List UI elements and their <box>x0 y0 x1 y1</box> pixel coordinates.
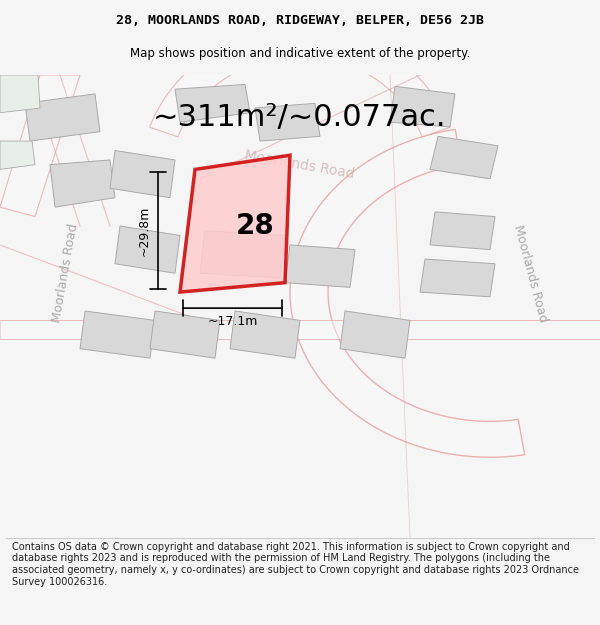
Text: Contains OS data © Crown copyright and database right 2021. This information is : Contains OS data © Crown copyright and d… <box>12 542 579 587</box>
Text: 28: 28 <box>236 212 274 240</box>
Polygon shape <box>0 321 600 339</box>
Polygon shape <box>180 155 290 292</box>
Polygon shape <box>115 226 180 273</box>
Polygon shape <box>25 94 100 141</box>
Polygon shape <box>430 136 498 179</box>
Polygon shape <box>340 311 410 358</box>
Polygon shape <box>0 75 80 217</box>
Text: Map shows position and indicative extent of the property.: Map shows position and indicative extent… <box>130 48 470 61</box>
Polygon shape <box>290 129 525 458</box>
Polygon shape <box>430 212 495 249</box>
Polygon shape <box>175 84 250 122</box>
Text: 28, MOORLANDS ROAD, RIDGEWAY, BELPER, DE56 2JB: 28, MOORLANDS ROAD, RIDGEWAY, BELPER, DE… <box>116 14 484 28</box>
Text: ~29.8m: ~29.8m <box>137 206 151 256</box>
Polygon shape <box>149 28 451 137</box>
Polygon shape <box>230 311 300 358</box>
Polygon shape <box>50 160 115 207</box>
Text: Moorlands Road: Moorlands Road <box>50 222 80 324</box>
Polygon shape <box>0 141 35 169</box>
Text: Moorlands Road: Moorlands Road <box>244 148 356 181</box>
Polygon shape <box>80 311 155 358</box>
Polygon shape <box>0 75 40 112</box>
Text: ~17.1m: ~17.1m <box>208 315 257 328</box>
Polygon shape <box>285 245 355 288</box>
Polygon shape <box>200 231 285 278</box>
Polygon shape <box>150 311 220 358</box>
Polygon shape <box>255 103 320 141</box>
Text: ~311m²/~0.077ac.: ~311m²/~0.077ac. <box>153 103 447 132</box>
Text: Moorlands Road: Moorlands Road <box>511 223 549 323</box>
Polygon shape <box>390 86 455 127</box>
Polygon shape <box>420 259 495 297</box>
Polygon shape <box>110 151 175 198</box>
